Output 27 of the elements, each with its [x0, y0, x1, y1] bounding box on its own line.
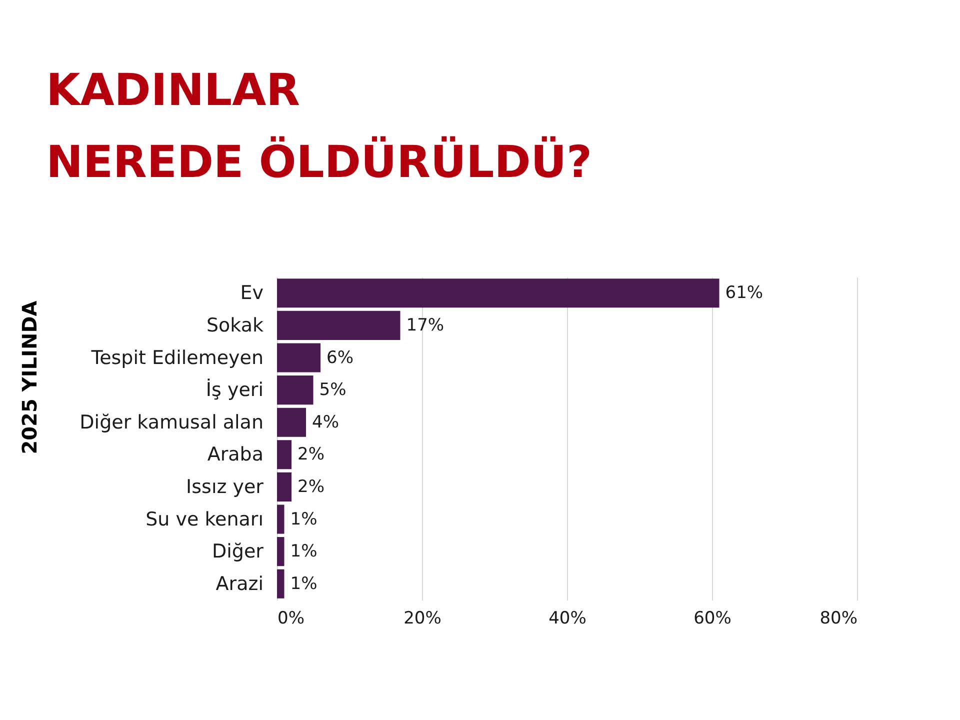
data-label: 17% [406, 315, 444, 336]
y-tick-label: Issız yer [186, 476, 264, 498]
y-axis-title: 2025 YILINDA [18, 300, 42, 454]
y-tick-label: Su ve kenarı [146, 508, 264, 530]
y-tick-label: Araba [207, 444, 264, 466]
data-label: 1% [290, 542, 318, 562]
y-tick-label: Arazi [216, 572, 264, 595]
data-label: 1% [290, 574, 318, 594]
y-tick-label: Ev [240, 282, 264, 304]
x-tick-label: 80% [820, 608, 858, 628]
data-label: 1% [290, 509, 318, 530]
y-tick-label: Tespit Edilemeyen [90, 346, 264, 369]
data-label: 6% [326, 348, 354, 368]
x-tick-label: 60% [694, 608, 732, 628]
chart-title: KADINLAR NEREDE ÖLDÜRÜLDÜ? [46, 65, 592, 188]
data-label: 4% [312, 412, 339, 432]
data-label: 2% [298, 476, 324, 497]
data-label: 2% [298, 444, 324, 465]
y-tick-label: Diğer kamusal alan [80, 411, 264, 434]
y-tick-label: İş yeri [206, 378, 264, 402]
data-label: 5% [319, 380, 346, 400]
x-tick-label: 20% [404, 608, 442, 628]
data-label: 61% [725, 283, 764, 304]
x-tick-label: 40% [548, 608, 586, 628]
x-tick-label: 0% [278, 608, 304, 628]
y-tick-label: Sokak [206, 314, 264, 336]
y-tick-label: Diğer [212, 540, 264, 563]
